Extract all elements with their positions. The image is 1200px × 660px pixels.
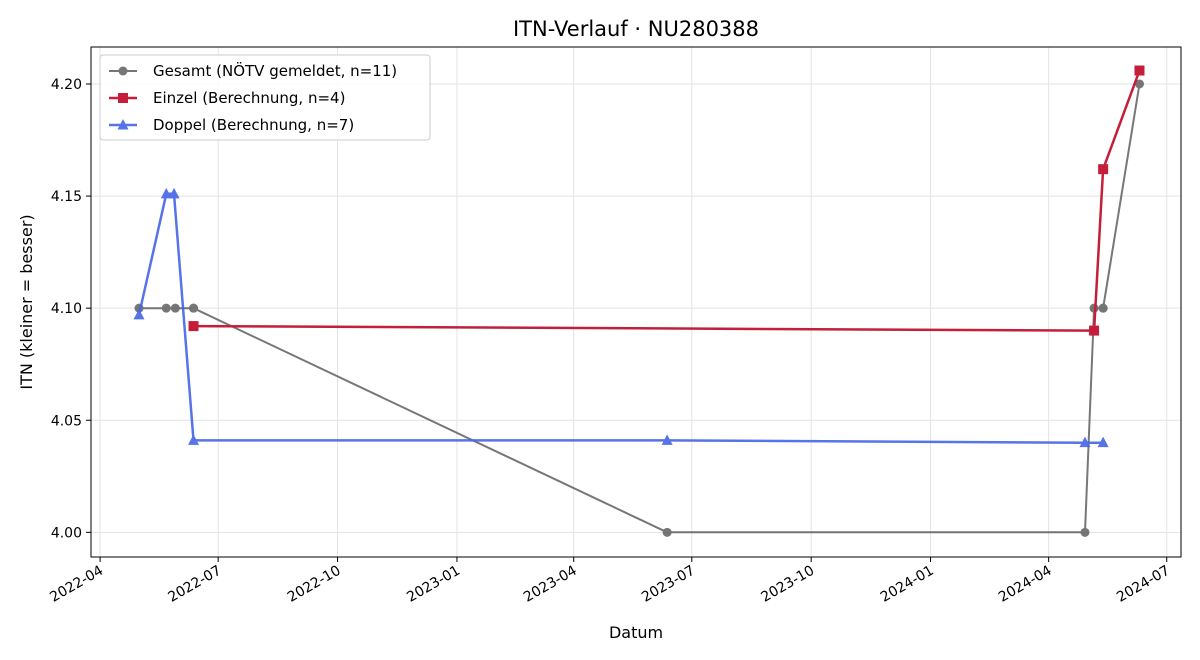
data-point xyxy=(160,187,172,199)
x-tick-label: 2024-07 xyxy=(1114,563,1173,606)
data-point xyxy=(189,303,199,313)
data-point xyxy=(170,303,180,313)
x-tick-label: 2023-07 xyxy=(639,563,698,606)
legend: Gesamt (NÖTV gemeldet, n=11) Einzel (Bere… xyxy=(99,54,431,141)
data-point xyxy=(661,434,673,445)
series-line xyxy=(193,70,1141,332)
legend-marker xyxy=(117,119,129,130)
series-2 xyxy=(188,65,1145,336)
y-tick-label: 4.00 xyxy=(51,525,82,541)
x-axis: 2022-04 2022-07 2022-10 2023-01 2023-04 2023-… xyxy=(47,557,1173,606)
x-axis-label: Datum xyxy=(609,623,663,642)
series-3 xyxy=(133,187,1109,448)
legend-label: Gesamt (NÖTV gemeldet, n=11) xyxy=(153,61,397,80)
legend-box xyxy=(99,54,431,141)
data-point xyxy=(1079,436,1091,448)
legend-marker xyxy=(118,93,128,103)
grid-lines xyxy=(91,47,1181,557)
data-point xyxy=(662,527,672,537)
data-point xyxy=(188,321,199,332)
y-tick-label: 4.15 xyxy=(51,189,82,205)
data-point xyxy=(133,308,145,320)
data-point xyxy=(188,434,200,445)
data-point xyxy=(1097,436,1109,448)
data-point xyxy=(1134,65,1145,76)
data-point xyxy=(1098,164,1109,175)
y-tick-label: 4.10 xyxy=(51,301,82,317)
legend-item xyxy=(109,93,137,103)
legend-item xyxy=(109,66,137,76)
legend-label: Einzel (Berechnung, n=4) xyxy=(153,89,345,107)
data-point xyxy=(161,303,171,313)
x-tick-label: 2024-04 xyxy=(996,563,1055,606)
plot-frame xyxy=(90,46,1182,558)
data-point xyxy=(1098,303,1108,313)
legend-marker xyxy=(118,66,128,76)
y-tick-label: 4.20 xyxy=(51,77,82,93)
data-point xyxy=(1080,527,1090,537)
data-point xyxy=(1089,325,1100,336)
x-tick-label: 2023-01 xyxy=(404,563,463,606)
legend-item xyxy=(109,119,137,130)
data-point xyxy=(1134,79,1144,89)
x-tick-label: 2024-01 xyxy=(878,563,937,606)
x-tick-label: 2022-07 xyxy=(166,563,225,606)
x-tick-label: 2023-10 xyxy=(759,563,818,606)
y-axis: 4.00 4.05 4.10 4.15 4.20 xyxy=(51,77,91,541)
legend-label: Doppel (Berechnung, n=7) xyxy=(153,116,354,134)
x-tick-label: 2023-04 xyxy=(521,563,580,606)
y-axis-label: ITN (kleiner = besser) xyxy=(17,214,36,389)
series-line xyxy=(137,192,1104,444)
chart-title: ITN-Verlauf · NU280388 xyxy=(513,17,759,41)
x-tick-label: 2022-10 xyxy=(285,563,344,606)
data-point xyxy=(168,187,180,199)
x-tick-label: 2022-04 xyxy=(47,563,106,606)
series-layer xyxy=(133,65,1145,537)
y-tick-label: 4.05 xyxy=(51,413,82,429)
